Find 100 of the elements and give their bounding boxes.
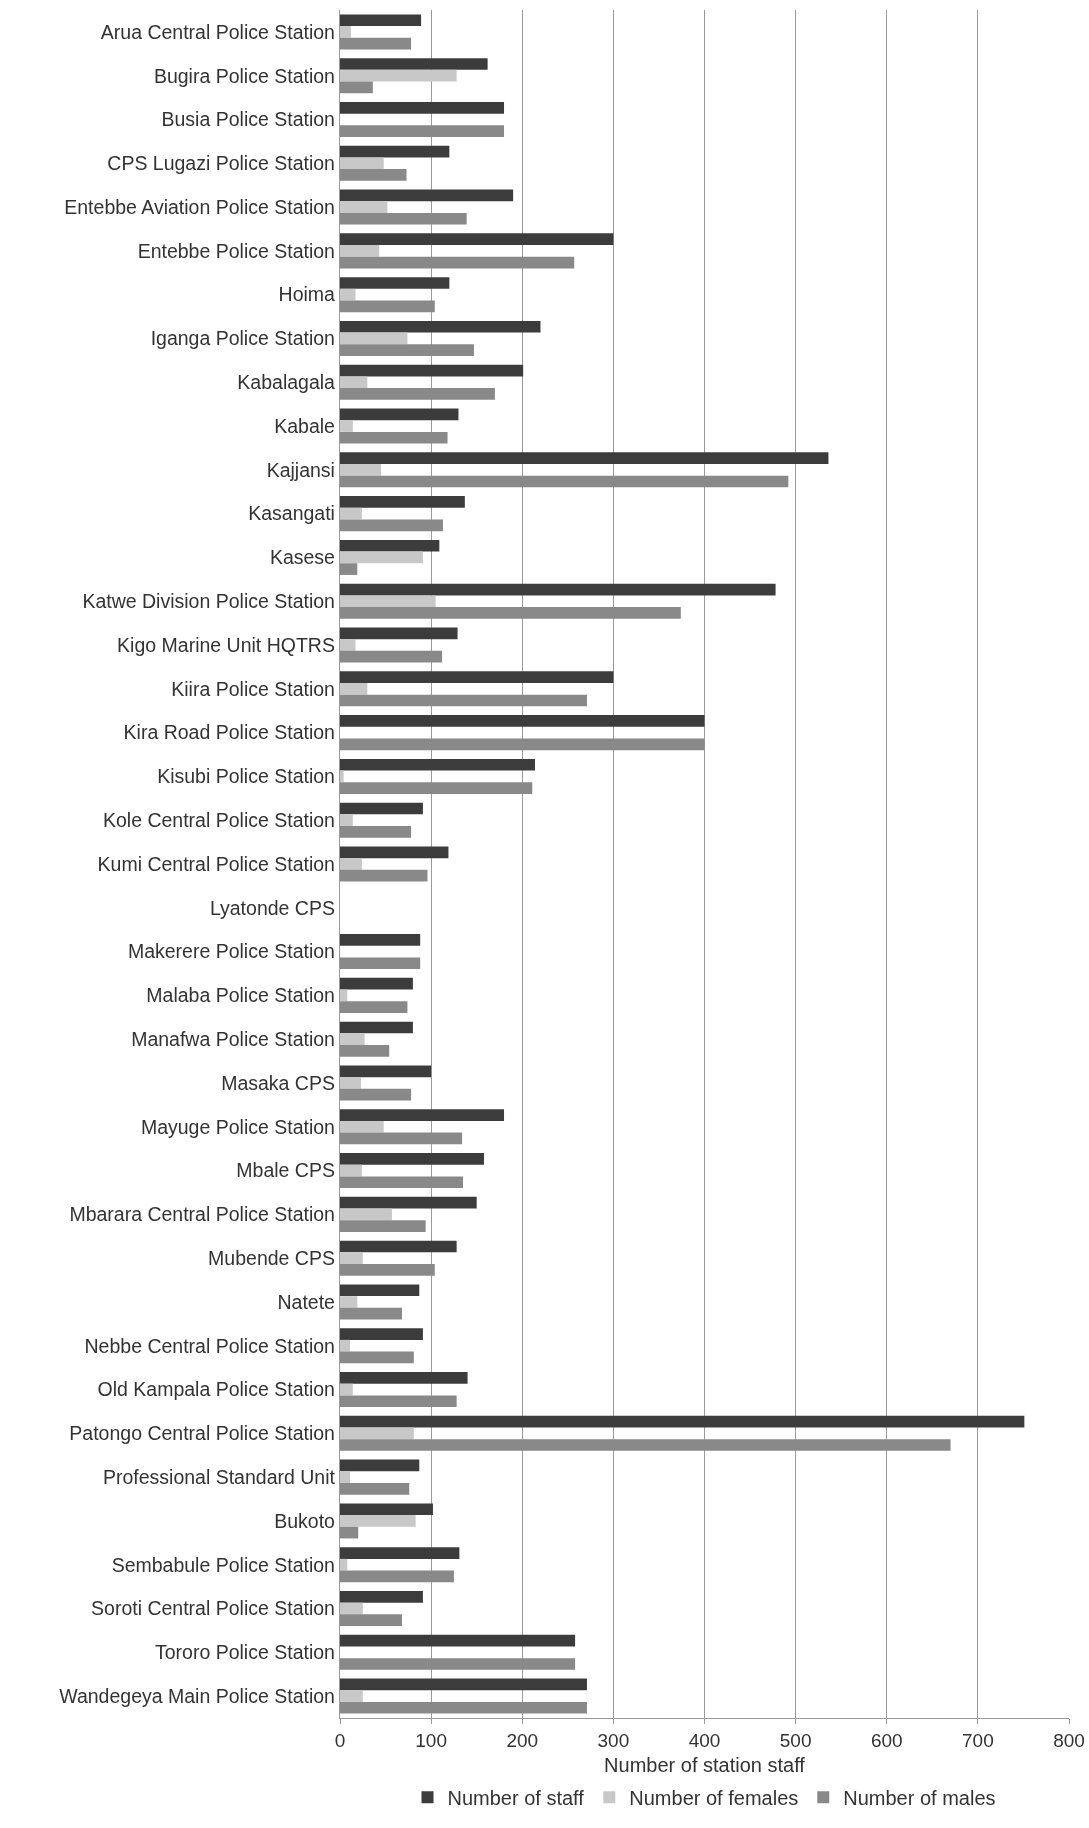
bar [340,1284,420,1297]
bar [340,1088,412,1101]
bar [340,671,614,683]
legend-label: Number of females [629,1787,799,1810]
bar [340,694,587,707]
bar [340,464,382,476]
bar [340,1164,362,1177]
y-tick-label: Entebbe Aviation Police Station [64,195,335,218]
bar [340,376,368,389]
bar [340,650,443,663]
bar [340,1547,460,1559]
bar [340,607,681,619]
y-tick-label: Manafwa Police Station [131,1028,335,1051]
y-tick-label: Mayuge Police Station [140,1115,335,1138]
bar [340,256,575,269]
y-tick-label: Hoima [278,283,336,306]
x-tick-label: 400 [688,1729,721,1751]
x-tick-label: 600 [870,1729,903,1751]
bar [340,233,614,246]
bar [340,989,348,1002]
bar [340,1307,402,1320]
bar [340,583,776,596]
y-tick-label: Katwe Division Police Station [82,590,335,613]
bar [340,595,436,608]
y-tick-label: CPS Lugazi Police Station [107,152,335,175]
bar [340,245,380,257]
bar [340,1570,454,1583]
y-tick-label: Bukoto [274,1509,336,1532]
bar [340,1045,390,1057]
bar [340,1033,365,1046]
y-tick-label: Kajjansi [266,458,335,481]
y-tick-label: Kisubi Police Station [157,765,335,788]
bar [340,1678,587,1691]
bar [340,1196,477,1209]
bar [340,431,448,444]
x-tick-label: 0 [334,1729,346,1751]
bar [340,189,514,202]
bar [340,639,356,651]
y-tick-label: Kabalagala [237,371,336,394]
bar [340,1658,576,1670]
x-axis-title: Number of station staff [604,1754,806,1777]
x-tick-label: 200 [506,1729,539,1751]
bar [340,452,829,465]
bar [340,1503,433,1516]
bar [340,145,450,158]
bar [340,1590,423,1603]
y-tick-label: Mbale CPS [236,1159,335,1182]
bar [340,101,505,114]
bar [340,1427,414,1440]
y-tick-label: Masaka CPS [221,1071,335,1094]
y-tick-label: Kole Central Police Station [102,809,335,832]
y-tick-label: Kumi Central Police Station [97,852,335,875]
y-tick-label: Kiira Police Station [171,677,335,700]
y-tick-label: Tororo Police Station [155,1641,335,1664]
y-tick-label: Kira Road Police Station [123,721,335,744]
bar [340,1459,420,1472]
x-tick-label: 700 [962,1729,994,1751]
bar [340,1132,463,1145]
bar [340,1220,426,1232]
bar [340,869,428,882]
bar [340,1471,351,1483]
bar [340,1240,457,1253]
bar [340,81,373,94]
bar [340,475,789,488]
y-tick-label: Kabale [274,414,335,437]
y-tick-label: Iganga Police Station [150,327,335,350]
y-tick-label: Natete [277,1290,335,1313]
bar [340,1296,358,1308]
bar [340,770,344,783]
bar [340,69,457,82]
y-tick-label: Soroti Central Police Station [91,1597,335,1620]
bar [340,1526,359,1539]
x-tick-label: 800 [1053,1729,1085,1751]
x-tick-label: 500 [779,1729,812,1751]
y-tick-label: Kasangati [248,502,335,525]
y-tick-label: Kasese [269,546,335,569]
bar [340,1383,353,1396]
bar [340,1153,484,1165]
bar [340,519,443,532]
bar [340,37,412,50]
bar [340,1328,423,1340]
y-tick-label: Kigo Marine Unit HQTRS [117,633,335,656]
y-tick-label: Mubende CPS [208,1246,335,1269]
bar [340,1690,363,1702]
bar [340,1339,351,1352]
bar [340,364,524,377]
bar [340,1077,361,1089]
y-tick-label: Makerere Police Station [127,940,335,963]
bar [340,1701,587,1714]
bar [340,14,422,27]
bar [340,496,465,508]
bar [340,782,533,794]
bar [340,1634,576,1647]
bar [340,934,421,946]
bar [340,201,388,213]
bar [340,802,423,815]
bar [340,507,362,520]
bar [340,846,449,859]
bar [340,1109,505,1121]
bar [340,1176,464,1189]
